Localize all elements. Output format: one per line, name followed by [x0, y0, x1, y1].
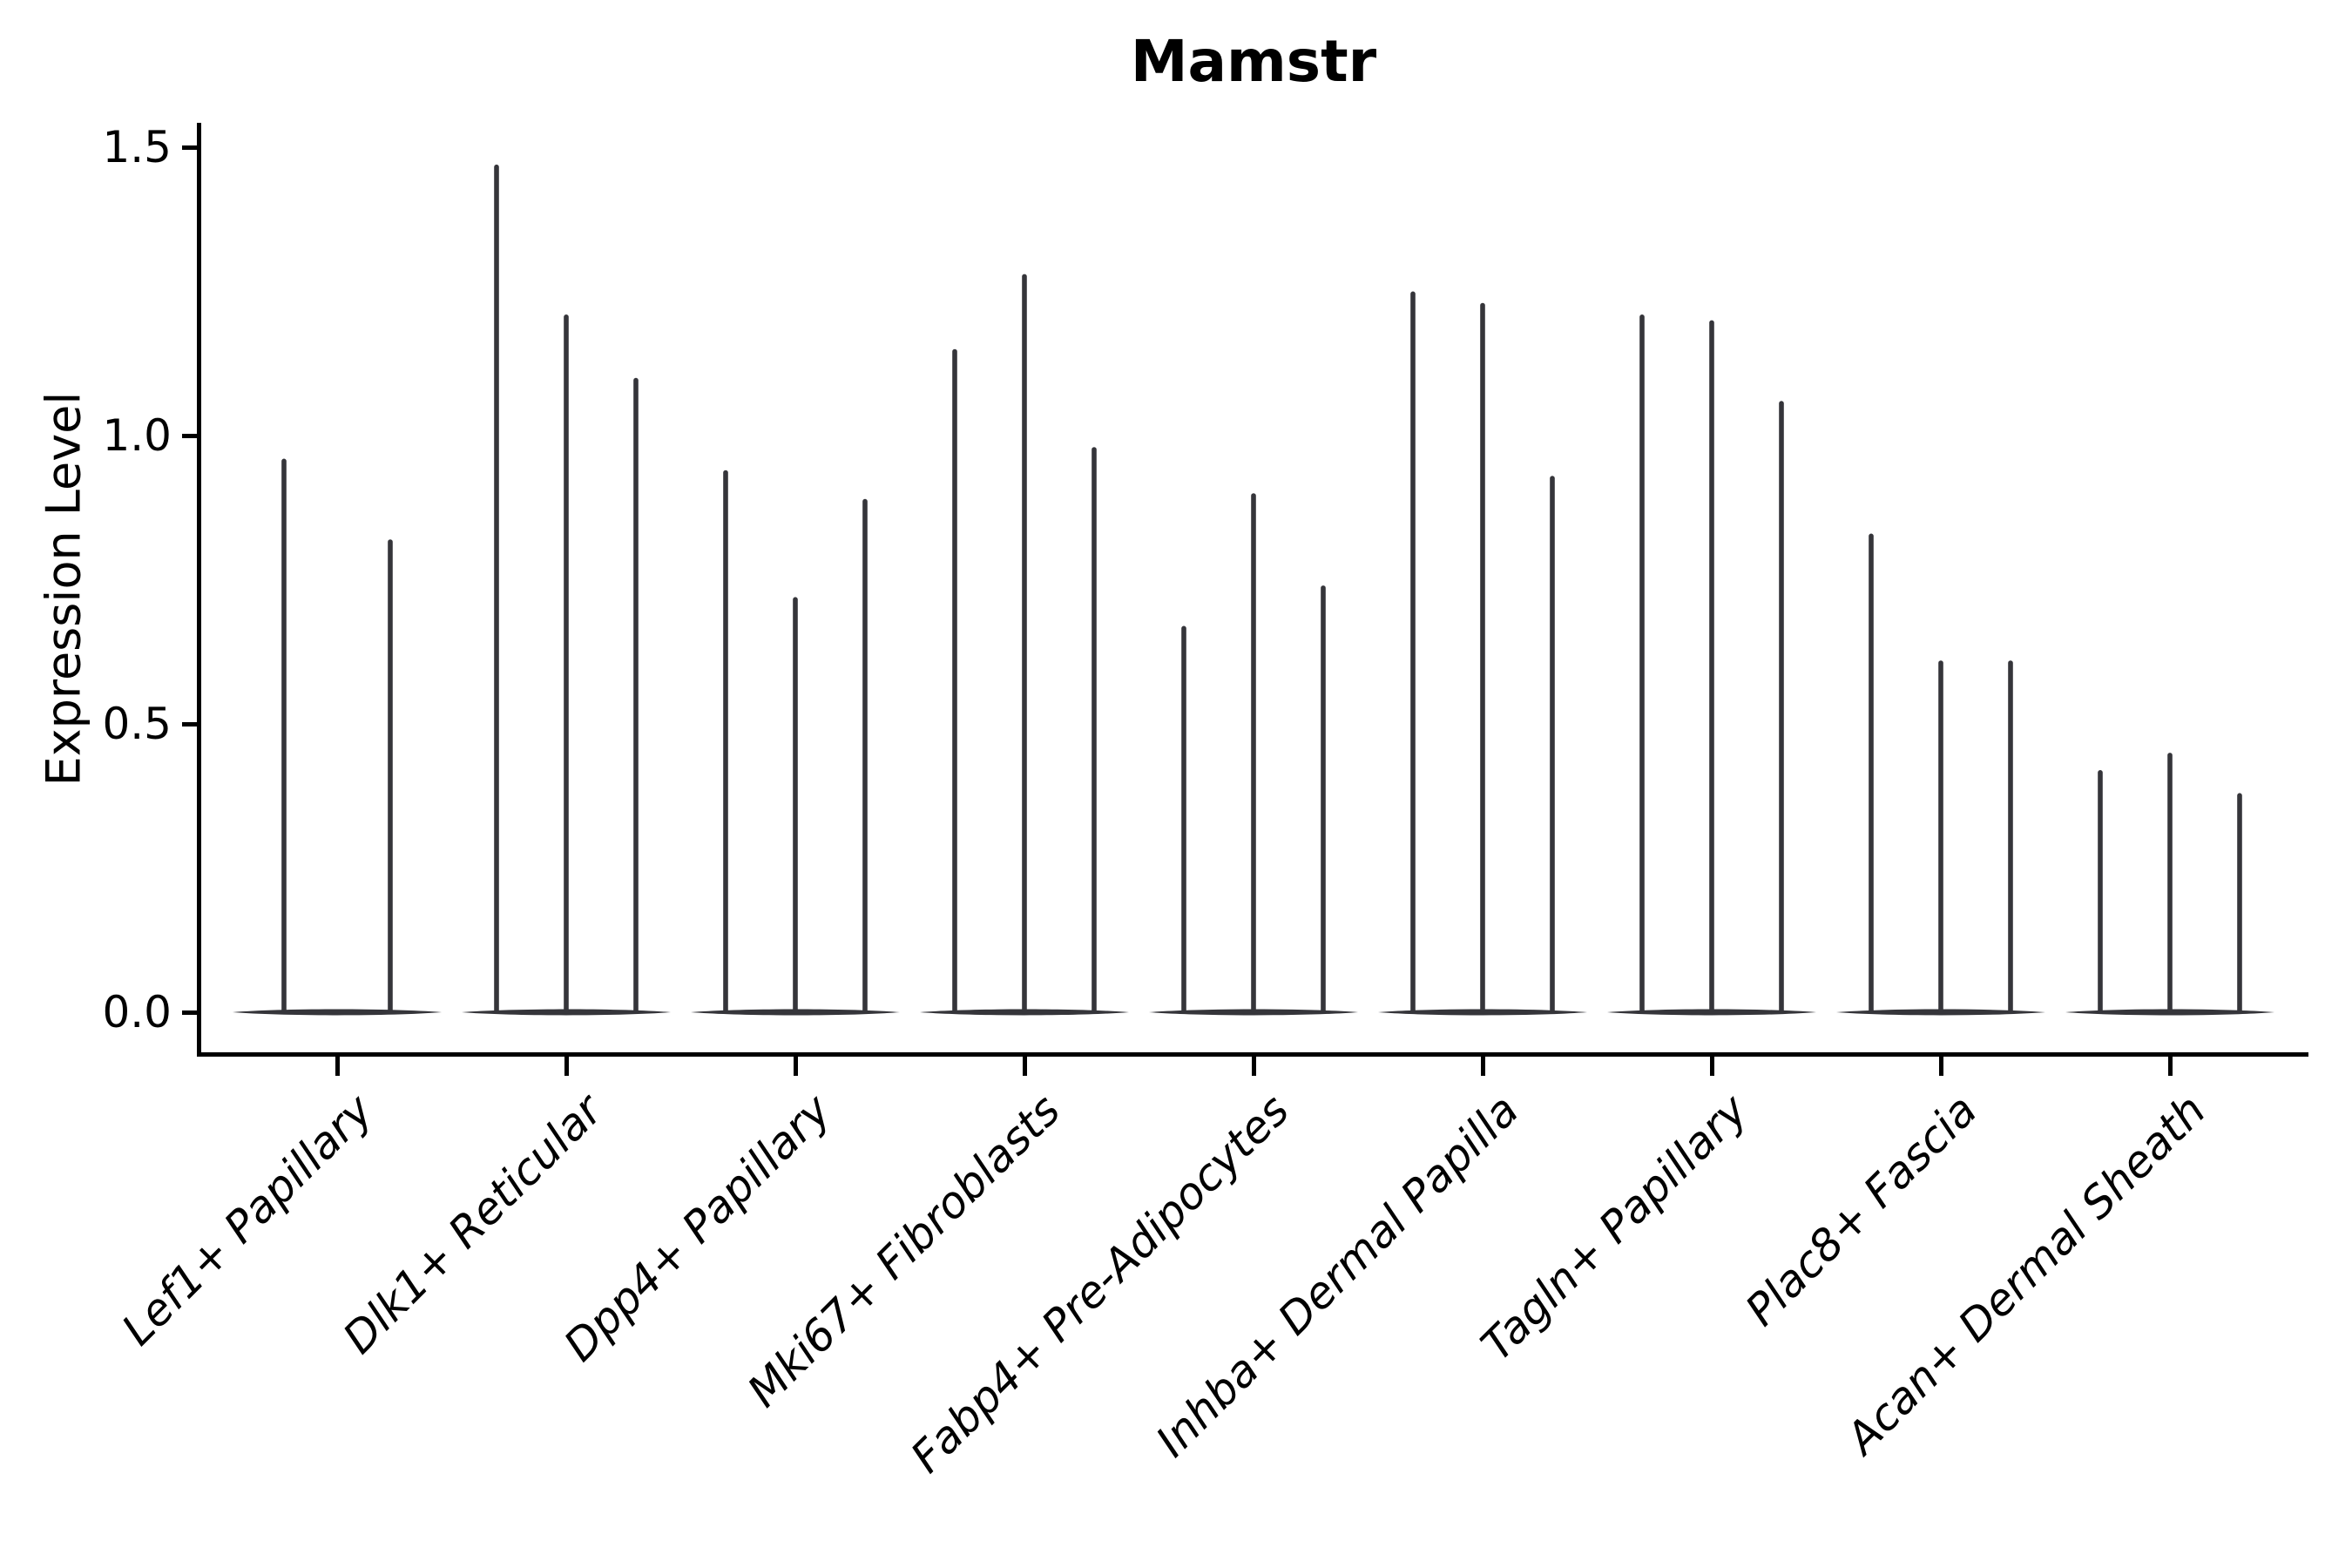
x-axis-tick-label: Lef1+ Papillary: [112, 1085, 383, 1355]
violin-tail: [1779, 401, 1784, 1014]
y-axis-tick: [182, 434, 199, 438]
violin-tail: [1480, 302, 1485, 1014]
x-axis-tick: [1481, 1057, 1485, 1076]
violin-tail: [1181, 625, 1186, 1014]
x-axis-tick: [1939, 1057, 1943, 1076]
y-axis-tick-label: 1.5: [102, 122, 172, 172]
violin-tail: [1022, 274, 1027, 1015]
y-axis-tick-label: 0.0: [102, 987, 172, 1037]
violin-tail: [494, 164, 499, 1014]
x-axis-tick: [2168, 1057, 2173, 1076]
x-axis-tick: [1023, 1057, 1027, 1076]
x-axis-tick-label: Fabp4+ Pre-Adipocytes: [901, 1085, 1300, 1483]
violin-tail: [1709, 320, 1714, 1015]
violin-tail: [1410, 291, 1416, 1014]
violin-base: [233, 1009, 442, 1016]
violin-tail: [1092, 447, 1097, 1014]
violin-tail: [952, 348, 957, 1014]
violin-tail: [1938, 660, 1943, 1014]
x-axis-tick: [794, 1057, 798, 1076]
x-axis-tick: [1252, 1057, 1256, 1076]
violin-tail: [862, 498, 868, 1014]
chart-title: Mamstr: [1130, 28, 1377, 95]
violin-tail: [281, 458, 287, 1014]
y-axis-tick: [182, 722, 199, 727]
plot-area: [199, 123, 2308, 1054]
y-axis-spine: [197, 123, 201, 1057]
violin-tail: [2008, 660, 2013, 1014]
violin-tail: [1550, 476, 1555, 1014]
violin-tail: [723, 470, 728, 1014]
violin-tail: [2098, 770, 2103, 1014]
x-axis-tick: [335, 1057, 340, 1076]
x-axis-tick: [564, 1057, 569, 1076]
violin-tail: [2237, 793, 2242, 1014]
violin-tail: [1251, 493, 1256, 1014]
x-axis-tick-label: Plac8+ Fascia: [1735, 1085, 1987, 1336]
violin-svg: [233, 164, 2274, 1016]
x-axis-tick: [1710, 1057, 1714, 1076]
violin-tail: [388, 539, 393, 1014]
violin-tail: [1869, 533, 1874, 1014]
violin-tail: [2167, 753, 2173, 1014]
x-axis-spine: [197, 1052, 2308, 1057]
violin-tail: [564, 314, 569, 1014]
y-axis-tick: [182, 1010, 199, 1015]
y-axis-tick: [182, 145, 199, 150]
y-axis-tick-label: 0.5: [102, 699, 172, 749]
violin-tail: [1321, 585, 1326, 1014]
violin-tail: [633, 377, 639, 1014]
violin-tail: [1639, 314, 1645, 1014]
violin-tail: [793, 597, 798, 1014]
y-axis-tick-label: 1.0: [102, 410, 172, 461]
